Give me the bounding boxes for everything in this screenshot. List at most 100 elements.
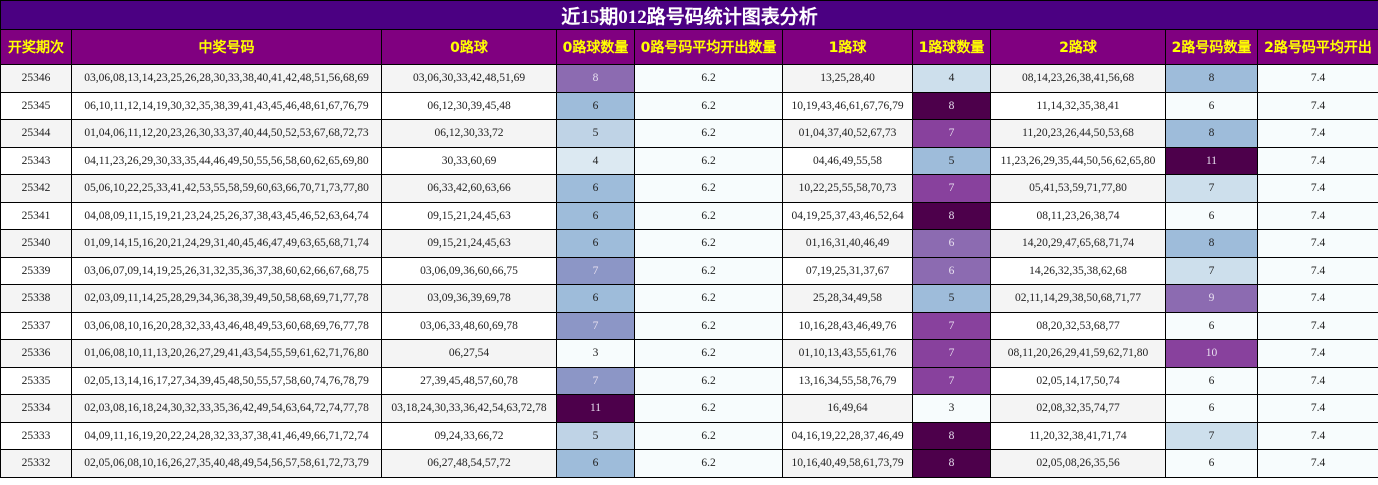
cell-road0-count: 6 bbox=[556, 174, 635, 203]
cell-road0-avg: 6.2 bbox=[634, 146, 783, 175]
cell-road2-avg: 7.4 bbox=[1256, 421, 1378, 450]
cell-road1-count: 5 bbox=[912, 284, 991, 313]
table-row: 25340 01,09,14,15,16,20,21,24,29,31,40,45… bbox=[0, 229, 1378, 258]
cell-road0-balls: 30,33,60,69 bbox=[381, 146, 557, 175]
cell-road2-avg: 7.4 bbox=[1256, 229, 1378, 258]
cell-road0-avg: 6.2 bbox=[634, 284, 783, 313]
cell-road1-count: 7 bbox=[912, 366, 991, 395]
cell-road0-count: 6 bbox=[556, 229, 635, 258]
cell-road2-avg: 7.4 bbox=[1256, 91, 1378, 120]
cell-road0-balls: 06,12,30,39,45,48 bbox=[381, 91, 557, 120]
cell-road1-count: 7 bbox=[912, 339, 991, 368]
cell-road2-count: 6 bbox=[1165, 394, 1258, 423]
cell-road0-avg: 6.2 bbox=[634, 64, 783, 93]
cell-road2-count: 7 bbox=[1165, 256, 1258, 285]
cell-road1-balls: 16,49,64 bbox=[782, 394, 913, 423]
cell-period: 25339 bbox=[0, 256, 72, 285]
cell-road0-avg: 6.2 bbox=[634, 256, 783, 285]
cell-period: 25341 bbox=[0, 201, 72, 230]
cell-road2-balls: 11,20,32,38,41,71,74 bbox=[990, 421, 1166, 450]
cell-road0-balls: 09,15,21,24,45,63 bbox=[381, 229, 557, 258]
cell-period: 25334 bbox=[0, 394, 72, 423]
header-road2: 2路球 bbox=[990, 29, 1166, 65]
cell-winning-numbers: 05,06,10,22,25,33,41,42,53,55,58,59,60,6… bbox=[71, 174, 382, 203]
cell-road1-count: 7 bbox=[912, 174, 991, 203]
cell-road0-avg: 6.2 bbox=[634, 449, 783, 478]
cell-road2-balls: 14,26,32,35,38,62,68 bbox=[990, 256, 1166, 285]
cell-road1-balls: 04,16,19,22,28,37,46,49 bbox=[782, 421, 913, 450]
cell-winning-numbers: 01,04,06,11,12,20,23,26,30,33,37,40,44,5… bbox=[71, 119, 382, 148]
cell-road2-avg: 7.4 bbox=[1256, 256, 1378, 285]
cell-road2-count: 7 bbox=[1165, 421, 1258, 450]
cell-road1-count: 8 bbox=[912, 449, 991, 478]
cell-road0-balls: 06,33,42,60,63,66 bbox=[381, 174, 557, 203]
cell-winning-numbers: 04,08,09,11,15,19,21,23,24,25,26,37,38,4… bbox=[71, 201, 382, 230]
cell-road1-count: 6 bbox=[912, 229, 991, 258]
cell-road1-balls: 10,22,25,55,58,70,73 bbox=[782, 174, 913, 203]
cell-road1-balls: 13,25,28,40 bbox=[782, 64, 913, 93]
cell-road2-balls: 02,05,08,26,35,56 bbox=[990, 449, 1166, 478]
table-row: 25337 03,06,08,10,16,20,28,32,33,43,46,48… bbox=[0, 311, 1378, 340]
page-title: 近15期012路号码统计图表分析 bbox=[0, 0, 1378, 30]
cell-road0-balls: 06,27,54 bbox=[381, 339, 557, 368]
cell-road2-avg: 7.4 bbox=[1256, 119, 1378, 148]
cell-road1-count: 7 bbox=[912, 119, 991, 148]
cell-road1-count: 3 bbox=[912, 394, 991, 423]
table-row: 25334 02,03,08,16,18,24,30,32,33,35,36,42… bbox=[0, 394, 1378, 423]
cell-winning-numbers: 03,06,08,10,16,20,28,32,33,43,46,48,49,5… bbox=[71, 311, 382, 340]
cell-road1-balls: 01,10,13,43,55,61,76 bbox=[782, 339, 913, 368]
cell-road0-balls: 03,06,33,48,60,69,78 bbox=[381, 311, 557, 340]
cell-road0-avg: 6.2 bbox=[634, 421, 783, 450]
cell-road2-balls: 02,08,32,35,74,77 bbox=[990, 394, 1166, 423]
cell-road0-count: 5 bbox=[556, 119, 635, 148]
cell-road2-avg: 7.4 bbox=[1256, 311, 1378, 340]
table-row: 25335 02,05,13,14,16,17,27,34,39,45,48,50… bbox=[0, 366, 1378, 395]
header-period: 开奖期次 bbox=[0, 29, 72, 65]
cell-road0-count: 3 bbox=[556, 339, 635, 368]
table-row: 25333 04,09,11,16,19,20,22,24,28,32,33,37… bbox=[0, 421, 1378, 450]
cell-road1-count: 6 bbox=[912, 256, 991, 285]
cell-road1-balls: 25,28,34,49,58 bbox=[782, 284, 913, 313]
cell-road1-balls: 01,04,37,40,52,67,73 bbox=[782, 119, 913, 148]
cell-winning-numbers: 01,09,14,15,16,20,21,24,29,31,40,45,46,4… bbox=[71, 229, 382, 258]
cell-road2-avg: 7.4 bbox=[1256, 366, 1378, 395]
table-row: 25345 06,10,11,12,14,19,30,32,35,38,39,41… bbox=[0, 91, 1378, 120]
cell-road0-count: 6 bbox=[556, 91, 635, 120]
column-header-row: 开奖期次 中奖号码 0路球 0路球数量 0路号码平均开出数量 1路球 1路球数量… bbox=[0, 29, 1378, 65]
cell-road1-count: 8 bbox=[912, 421, 991, 450]
cell-road1-balls: 01,16,31,40,46,49 bbox=[782, 229, 913, 258]
header-road2-avg: 2路号码平均开出 bbox=[1256, 29, 1378, 65]
cell-road2-count: 8 bbox=[1165, 119, 1258, 148]
cell-period: 25340 bbox=[0, 229, 72, 258]
cell-road2-count: 6 bbox=[1165, 201, 1258, 230]
table-body: 25346 03,06,08,13,14,23,25,26,28,30,33,38… bbox=[0, 64, 1378, 478]
header-road0: 0路球 bbox=[381, 29, 557, 65]
cell-road0-count: 4 bbox=[556, 146, 635, 175]
cell-period: 25342 bbox=[0, 174, 72, 203]
cell-period: 25338 bbox=[0, 284, 72, 313]
cell-winning-numbers: 02,05,06,08,10,16,26,27,35,40,48,49,54,5… bbox=[71, 449, 382, 478]
cell-road0-avg: 6.2 bbox=[634, 174, 783, 203]
cell-road0-avg: 6.2 bbox=[634, 91, 783, 120]
cell-road2-balls: 14,20,29,47,65,68,71,74 bbox=[990, 229, 1166, 258]
cell-road0-avg: 6.2 bbox=[634, 229, 783, 258]
header-road1-count: 1路球数量 bbox=[912, 29, 991, 65]
cell-road2-avg: 7.4 bbox=[1256, 174, 1378, 203]
cell-road0-balls: 03,18,24,30,33,36,42,54,63,72,78 bbox=[381, 394, 557, 423]
table-row: 25343 04,11,23,26,29,30,33,35,44,46,49,50… bbox=[0, 146, 1378, 175]
cell-period: 25345 bbox=[0, 91, 72, 120]
cell-road0-balls: 03,06,30,33,42,48,51,69 bbox=[381, 64, 557, 93]
cell-road2-count: 6 bbox=[1165, 449, 1258, 478]
cell-road0-avg: 6.2 bbox=[634, 311, 783, 340]
table-row: 25339 03,06,07,09,14,19,25,26,31,32,35,36… bbox=[0, 256, 1378, 285]
cell-road2-count: 6 bbox=[1165, 366, 1258, 395]
cell-road2-balls: 08,11,20,26,29,41,59,62,71,80 bbox=[990, 339, 1166, 368]
cell-road1-balls: 10,19,43,46,61,67,76,79 bbox=[782, 91, 913, 120]
cell-road1-count: 8 bbox=[912, 91, 991, 120]
header-road1: 1路球 bbox=[782, 29, 913, 65]
header-road0-avg: 0路号码平均开出数量 bbox=[634, 29, 783, 65]
cell-road2-balls: 11,14,32,35,38,41 bbox=[990, 91, 1166, 120]
cell-road2-count: 6 bbox=[1165, 91, 1258, 120]
cell-road2-balls: 08,14,23,26,38,41,56,68 bbox=[990, 64, 1166, 93]
cell-road0-count: 6 bbox=[556, 201, 635, 230]
